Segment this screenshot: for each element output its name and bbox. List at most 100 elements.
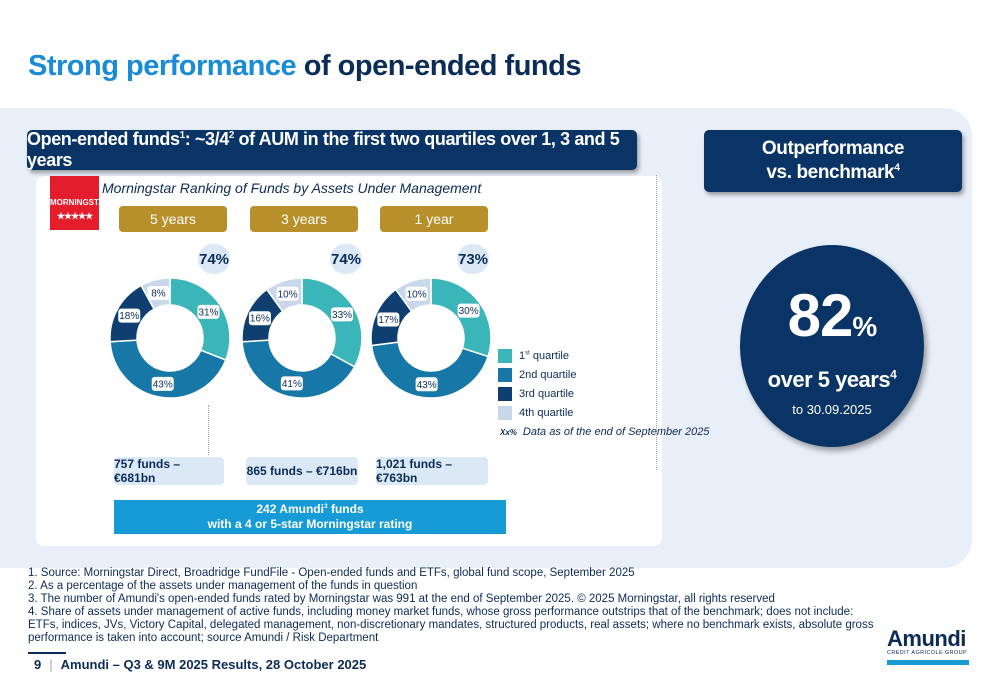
legend-q1-num: 1 [519, 349, 526, 362]
title-rest: of open-ended funds [303, 50, 582, 82]
morningstar-logo-text: MORNINGSTAR [50, 198, 110, 207]
period-label-5y: 5 years [119, 206, 227, 232]
footnote-4: 4. Share of assets under management of a… [28, 606, 874, 644]
brand-bar [887, 660, 969, 665]
funds-ranking-header: Open-ended funds1: ~3/42 of AUM in the f… [27, 129, 637, 170]
chart-caption: Morningstar Ranking of Funds by Assets U… [102, 180, 482, 196]
brand-name: Amundi [887, 626, 966, 651]
amundi-funds-line1: 242 Amundi [256, 502, 324, 516]
header-text-a: Open-ended funds [27, 129, 180, 149]
donut-slice-3-years-q1 [301, 277, 363, 368]
dotted-connector [208, 405, 209, 455]
outperformance-unit: % [852, 311, 877, 342]
footer-text: Amundi – Q3 & 9M 2025 Results, 28 Octobe… [60, 657, 367, 672]
funds-count-3y: 865 funds – €716bn [246, 457, 358, 485]
legend-swatch-q4 [498, 405, 512, 420]
dotted-divider [656, 175, 657, 470]
page-title: Strong performance of open-ended funds [28, 50, 581, 83]
svg-text:41%: 41% [282, 379, 302, 390]
funds-count-1y: 1,021 funds – €763bn [376, 457, 488, 485]
footer-accent-line [28, 652, 66, 654]
svg-text:10%: 10% [278, 289, 298, 300]
outperformance-sup: 4 [890, 367, 897, 382]
donut-label-5-years-q2: 43% [151, 376, 174, 391]
footnote-1: 1. Source: Morningstar Direct, Broadridg… [28, 567, 635, 579]
note-tag: Xx% [500, 428, 517, 437]
donut-label-1-year-q2: 43% [415, 377, 438, 392]
donut-slice-1-year-q2 [370, 341, 490, 399]
legend-item-q1: 1st quartile [498, 346, 577, 365]
amundi-funds-sup: 3 [323, 503, 328, 510]
chart-legend: 1st quartile 2nd quartile 3rd quartile 4… [498, 346, 577, 422]
donut-label-1-year-q4: 10% [405, 286, 428, 301]
legend-q2-label: 2nd quartile [519, 368, 577, 381]
svg-text:18%: 18% [119, 311, 139, 322]
outperformance-header-line2: vs. benchmark [766, 162, 895, 183]
donut-label-3-years-q3: 16% [248, 311, 271, 326]
title-highlight: Strong performance [28, 50, 297, 82]
top-quartiles-3y: 74% [330, 244, 362, 274]
legend-q4-label: 4th quartile [519, 406, 574, 419]
legend-item-q3: 3rd quartile [498, 384, 577, 403]
svg-text:43%: 43% [153, 379, 173, 390]
svg-text:16%: 16% [250, 314, 270, 325]
page-number: 9 [34, 657, 42, 672]
outperformance-date: to 30.09.2025 [792, 402, 872, 417]
svg-text:30%: 30% [459, 306, 479, 317]
svg-text:33%: 33% [332, 310, 352, 321]
donut-label-5-years-q4: 8% [147, 285, 170, 300]
header-text-b: : ~3/4 [184, 129, 230, 149]
brand-subtitle: CREDIT AGRICOLE GROUP [887, 650, 968, 656]
legend-swatch-q1 [498, 348, 512, 363]
header-text-c: of AUM in the first two quartiles over 1… [27, 129, 620, 170]
page-footer: 9 | Amundi – Q3 & 9M 2025 Results, 28 Octo… [34, 657, 366, 672]
donut-label-3-years-q4: 10% [276, 286, 299, 301]
outperformance-header-line1: Outperformance [761, 138, 905, 159]
legend-q3-label: 3rd quartile [519, 387, 575, 400]
footnote-3: 3. The number of Amundi's open-ended fun… [28, 593, 775, 605]
svg-text:8%: 8% [151, 288, 166, 299]
donut-label-5-years-q1: 31% [197, 304, 220, 319]
outperformance-header: Outperformance vs. benchmark4 [704, 130, 962, 192]
svg-text:17%: 17% [378, 315, 398, 326]
svg-text:10%: 10% [407, 289, 427, 300]
data-note: Xx% Data as of the end of September 2025 [500, 426, 709, 438]
legend-q1-sup: st [525, 349, 530, 356]
funds-count-5y: 757 funds – €681bn [114, 457, 224, 485]
top-quartiles-5y: 74% [198, 244, 230, 274]
morningstar-stars: ★★★★★ [56, 211, 93, 221]
footnote-2: 2. As a percentage of the assets under m… [28, 580, 418, 592]
amundi-funds-line2: with a 4 or 5-star Morningstar rating [207, 517, 413, 531]
morningstar-logo: MORNINGSTAR ★★★★★ [50, 176, 110, 230]
period-label-1y: 1 year [380, 206, 488, 232]
top-quartiles-1y: 73% [457, 244, 489, 274]
donut-label-1-year-q3: 17% [377, 312, 400, 327]
svg-text:31%: 31% [198, 307, 218, 318]
note-text: Data as of the end of September 2025 [522, 426, 710, 438]
legend-swatch-q2 [498, 367, 512, 382]
header-sup-1: 1 [179, 130, 186, 141]
amundi-funds-line1b: funds [327, 502, 364, 516]
footer-separator: | [49, 657, 53, 672]
donut-slice-5-years-q2 [109, 339, 227, 399]
amundi-rated-funds-bar: 242 Amundi3 funds with a 4 or 5-star Mor… [114, 500, 506, 534]
legend-item-q2: 2nd quartile [498, 365, 577, 384]
donut-label-3-years-q1: 33% [331, 307, 354, 322]
outperformance-period: over 5 years [767, 367, 891, 392]
footnotes: 1. Source: Morningstar Direct, Broadridg… [28, 567, 878, 645]
outperformance-header-sup: 4 [894, 162, 900, 174]
period-label-3y: 3 years [250, 206, 358, 232]
amundi-logo: Amundi CREDIT AGRICOLE GROUP [887, 626, 971, 665]
svg-text:43%: 43% [417, 380, 437, 391]
legend-item-q4: 4th quartile [498, 403, 577, 422]
donut-label-5-years-q3: 18% [118, 308, 141, 323]
legend-q1-text: quartile [529, 349, 569, 362]
outperformance-value: 82 [787, 282, 854, 349]
donut-label-3-years-q2: 41% [280, 376, 303, 391]
donut-slice-5-years-q1 [169, 277, 231, 362]
legend-swatch-q3 [498, 386, 512, 401]
donut-slice-3-years-q2 [241, 339, 356, 399]
donut-label-1-year-q1: 30% [457, 303, 480, 318]
outperformance-circle: 82% over 5 years4 to 30.09.2025 [740, 245, 924, 447]
